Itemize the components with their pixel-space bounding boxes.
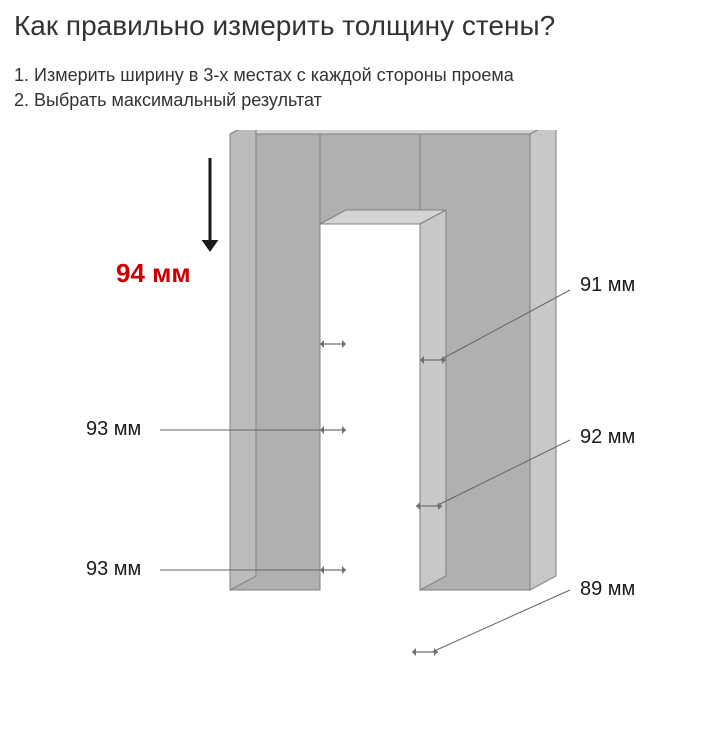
measurement-1: 93 мм <box>86 418 141 441</box>
step-1: 1. Измерить ширину в 3-х местах с каждой… <box>14 65 514 86</box>
measurement-0: 91 мм <box>580 274 635 297</box>
measurement-4: 89 мм <box>580 578 635 601</box>
result-value: 94 мм <box>116 258 191 289</box>
step-2: 2. Выбрать максимальный результат <box>14 90 322 111</box>
measurement-3: 93 мм <box>86 558 141 581</box>
page-title: Как правильно измерить толщину стены? <box>14 10 555 42</box>
measurement-2: 92 мм <box>580 426 635 449</box>
